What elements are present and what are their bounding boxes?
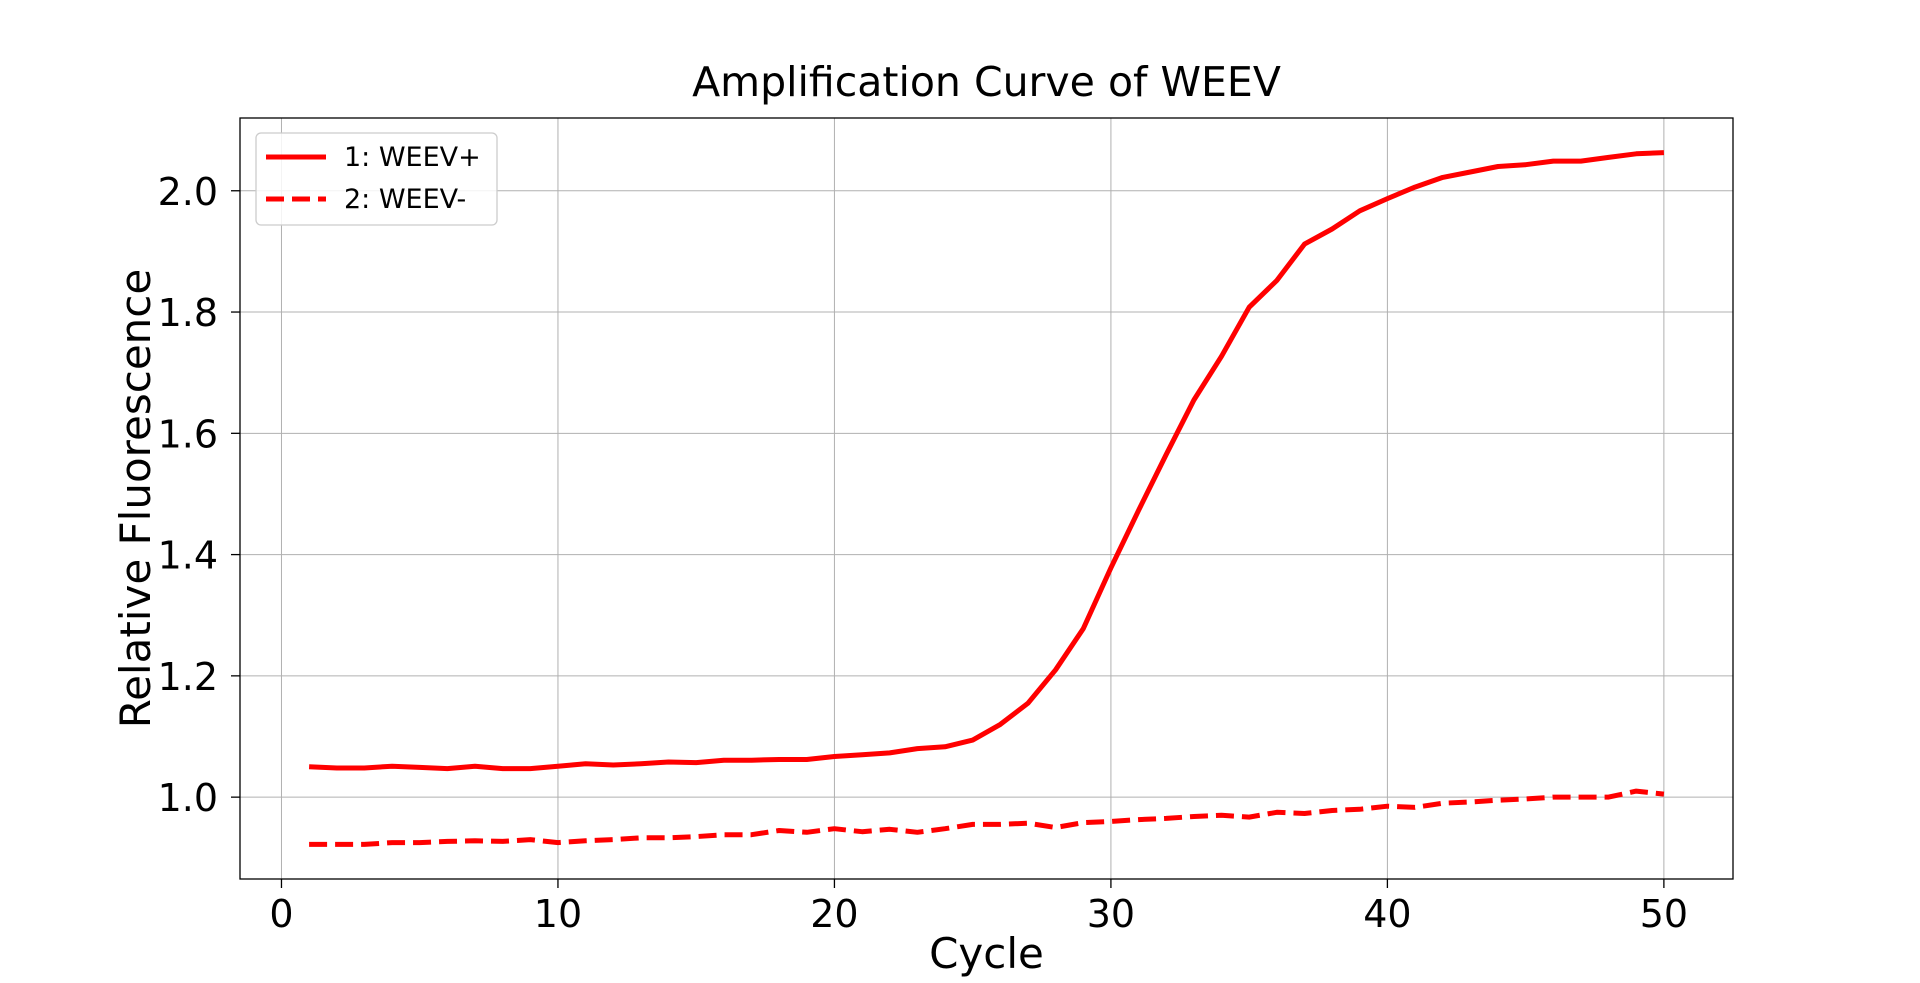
series-line-2: [309, 788, 1665, 847]
x-tick-label: 50: [1640, 892, 1688, 936]
legend-label-series-2: 2: WEEV-: [344, 184, 466, 215]
legend-label-series-1: 1: WEEV+: [344, 142, 481, 173]
series-layer: [308, 150, 1665, 847]
y-tick-label: 2.0: [158, 170, 218, 214]
y-tick-label: 1.4: [158, 534, 218, 578]
x-tick-label: 30: [1087, 892, 1135, 936]
y-axis-title: Relative Fluorescence: [111, 269, 160, 728]
plot-frame: [239, 117, 1734, 880]
series-line-1: [308, 150, 1665, 772]
axis-ticks: 0 10 20 30 40 50 1.0 1.2 1.4 1.6 1.8 2.0: [158, 170, 1688, 936]
y-tick-label: 1.6: [158, 412, 218, 456]
x-tick-label: 0: [269, 892, 293, 936]
chart-title: Amplification Curve of WEEV: [692, 58, 1281, 106]
x-tick-label: 40: [1363, 892, 1411, 936]
y-tick-label: 1.2: [158, 655, 218, 699]
x-tick-label: 20: [810, 892, 858, 936]
y-tick-label: 1.8: [158, 291, 218, 335]
x-tick-label: 10: [534, 892, 582, 936]
y-tick-label: 1.0: [158, 776, 218, 820]
x-axis-title: Cycle: [929, 929, 1044, 978]
legend: 1: WEEV+ 2: WEEV-: [255, 132, 498, 226]
